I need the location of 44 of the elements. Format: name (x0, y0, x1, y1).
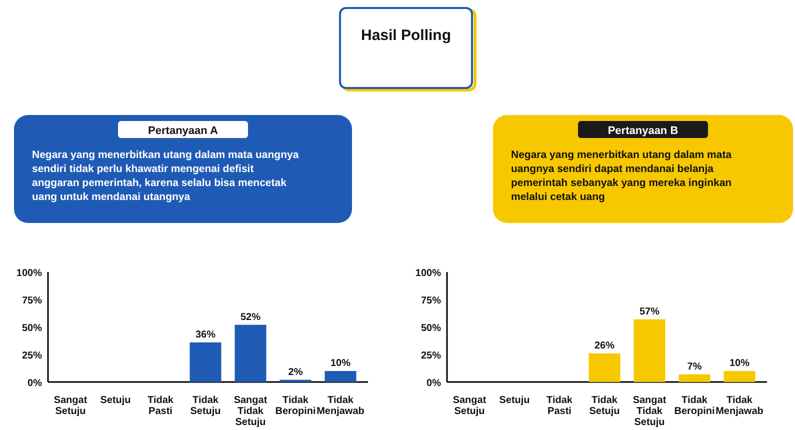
bar (588, 353, 620, 382)
x-tick-label: Tidak Menjawab (716, 395, 764, 417)
x-tick-label: Tidak Pasti (546, 395, 573, 417)
bar (634, 319, 666, 382)
x-tick-label: Tidak Setuju (190, 395, 221, 417)
x-tick-label: Sangat Setuju (452, 395, 487, 417)
data-label: 2% (288, 366, 303, 378)
chart-title: Pertanyaan A (148, 125, 218, 137)
x-tick-label: Tidak Setuju (589, 395, 620, 417)
data-label: 10% (330, 358, 351, 369)
y-tick-label: 75% (22, 296, 42, 306)
y-tick-label: 0% (28, 378, 42, 389)
y-tick-label: 50% (22, 323, 42, 334)
y-tick-label: 100% (415, 268, 442, 279)
chart-title: Pertanyaan B (608, 125, 678, 137)
y-tick-label: 75% (420, 296, 442, 306)
x-tick-label: Setuju (499, 395, 530, 406)
x-tick-label: Setuju (100, 395, 131, 406)
x-tick-label: Tidak Pasti (148, 395, 174, 417)
chart-subtitle: Negara yang menerbitkan utang dalam mata uangnya sendiri dapat mendanai belanja pemerintah sebanyak yang mereka inginkan melalui cetak uang (511, 149, 732, 203)
x-tick-label: Tidak Menjawab (316, 395, 364, 417)
x-tick-label: Tidak Beropini (275, 395, 316, 417)
y-tick-label: 50% (420, 323, 442, 334)
text: Hasil Polling (360, 27, 452, 44)
bar (234, 324, 266, 382)
x-tick-label: Sangat Tidak Setuju (234, 395, 268, 428)
data-label: 26% (594, 340, 615, 352)
y-tick-label: 25% (22, 350, 42, 362)
y-tick-label: 0% (426, 378, 442, 389)
bar (724, 371, 756, 382)
data-label: 10% (729, 358, 750, 369)
x-tick-label: Sangat Setuju (54, 395, 88, 417)
data-label: 7% (687, 361, 702, 372)
bar (678, 374, 710, 382)
x-tick-label: Tidak Beropini (674, 395, 715, 417)
x-tick-label: Sangat Tidak Setuju (632, 395, 667, 428)
data-label: 52% (240, 312, 261, 323)
y-tick-label: 25% (420, 350, 442, 362)
bar (324, 371, 356, 382)
data-label: 57% (639, 306, 660, 318)
bar (190, 342, 222, 382)
chart-subtitle: Negara yang menerbitkan utang dalam mata uangnya sendiri tidak perlu khawatir mengenai defisit anggaran pemerintah, karena selalu bisa mencetak uang untuk mendanai utangnya (32, 149, 299, 203)
y-tick-label: 100% (16, 268, 42, 279)
data-label: 36% (195, 329, 216, 340)
